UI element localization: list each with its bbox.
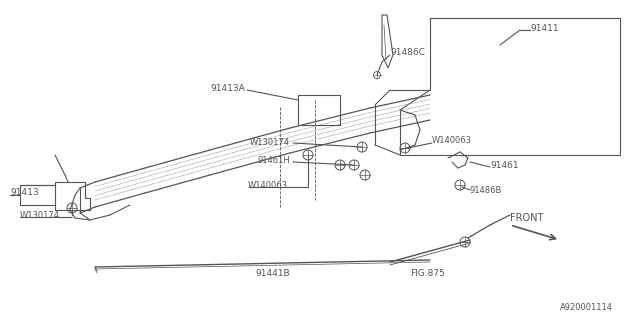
Polygon shape — [382, 15, 393, 68]
Text: FRONT: FRONT — [510, 213, 543, 223]
Text: 91486B: 91486B — [470, 186, 502, 195]
Text: 91461: 91461 — [490, 161, 518, 170]
Text: 91413: 91413 — [10, 188, 38, 196]
Text: 91461H: 91461H — [257, 156, 290, 164]
Text: 91411: 91411 — [530, 23, 559, 33]
Text: W130174: W130174 — [20, 211, 60, 220]
Text: 91413A: 91413A — [211, 84, 245, 92]
Text: W130174: W130174 — [250, 138, 290, 147]
Text: 91486C: 91486C — [390, 47, 425, 57]
Text: A920001114: A920001114 — [560, 303, 613, 313]
Text: W140063: W140063 — [248, 180, 288, 189]
Text: 91441B: 91441B — [255, 268, 290, 277]
Text: FIG.875: FIG.875 — [410, 269, 445, 278]
Text: W140063: W140063 — [432, 135, 472, 145]
